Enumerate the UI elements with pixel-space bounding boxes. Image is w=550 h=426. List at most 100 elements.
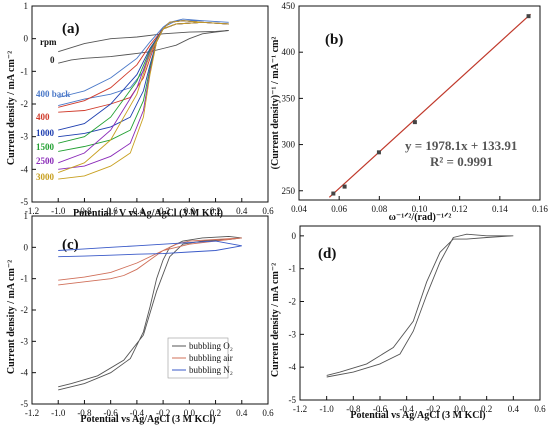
- panel-d-xtick-label: -0.2: [426, 404, 440, 414]
- panel-c-series-line-2: [58, 237, 242, 286]
- panel-d-xtick-label: -1.0: [320, 404, 335, 414]
- panel-a-curve-label: 400 back: [36, 89, 70, 99]
- panel-c-ytick-label: -2: [21, 305, 29, 315]
- panel-a-xtick-label: -0.6: [104, 206, 119, 216]
- panel-a-curve-label: 0: [50, 55, 55, 65]
- panel-b-xtick-label: 0.08: [371, 204, 387, 214]
- panel-c-ytick-label: -4: [21, 368, 29, 378]
- panel-a-ytick-label: -3: [21, 132, 29, 142]
- panel-b-data-point: [412, 120, 417, 125]
- panel-a-xtick-label: -1.0: [51, 206, 66, 216]
- panel-a-xtick-label: -0.8: [77, 206, 92, 216]
- panel-c-ytick-label: 0: [24, 242, 29, 252]
- panel-d-xtick-label: -0.4: [400, 404, 415, 414]
- panel-c-xlabel: Potential vs Ag/AgCl (3 M KCl): [80, 414, 215, 425]
- panel-a-xtick-label: -0.2: [156, 206, 170, 216]
- panel-b-xlabel: ω⁻¹ᐟ²/(rad)⁻¹ᐟ²: [389, 212, 452, 223]
- panel-d-label: (d): [318, 246, 336, 262]
- panel-b-label: (b): [325, 32, 343, 48]
- panel-a-xtick-label: -0.4: [130, 206, 145, 216]
- panel-d-xtick-label: 0.4: [508, 404, 520, 414]
- panel-a-legend-title: rpm: [40, 37, 57, 47]
- panel-a-ylabel: Current density / mA cm⁻²: [6, 51, 17, 165]
- panel-a: (a) Potential / V vs Ag/AgCl (3 M KCl) C…: [6, 1, 274, 219]
- panel-d-ytick-label: -3: [289, 329, 297, 339]
- panel-b-ytick-label: 250: [282, 186, 296, 196]
- panel-d-ytick-label: -2: [289, 297, 297, 307]
- panel-a-ytick-label: 1: [24, 1, 29, 11]
- panel-a-ytick-label: -2: [21, 99, 29, 109]
- panel-d-series-line-1: [326, 233, 514, 378]
- panel-c-ytick-label: 1: [24, 211, 29, 221]
- panel-b-ytick-label: 400: [282, 47, 296, 57]
- panel-a-curve-label: 400: [36, 112, 50, 122]
- panel-b-xtick-label: 0.12: [452, 204, 468, 214]
- panel-d-plot-frame: [299, 225, 541, 401]
- panel-b-ylabel: (Current density)⁻¹ / mA⁻¹ cm²: [270, 37, 281, 170]
- panel-b-data-point: [331, 191, 336, 196]
- panel-a-xtick-label: 0.4: [236, 206, 248, 216]
- panel-a-curve-label: 1000: [36, 128, 55, 138]
- panel-a-curve-label: 2500: [36, 156, 55, 166]
- panel-b-xtick-label: 0.06: [331, 204, 347, 214]
- panel-b-xtick-label: 0.14: [492, 204, 508, 214]
- panel-a-xtick-label: 0.6: [262, 206, 274, 216]
- panel-a-ytick-label: -5: [21, 197, 29, 207]
- panel-d-ytick-label: -4: [289, 362, 297, 372]
- panel-c-xtick-label: -0.2: [156, 408, 170, 418]
- panel-c-legend-label: bubbling O₂: [189, 341, 233, 351]
- panel-b-r-squared: R² = 0.9991: [430, 154, 493, 169]
- panel-a-series-line-7: [58, 20, 229, 180]
- panel-c-ylabel: Current density / mA cm⁻²: [6, 260, 17, 374]
- panel-c-xtick-label: 0.0: [184, 408, 196, 418]
- panel-c-legend: bubbling O₂ bubbling air bubbling N₂: [167, 337, 233, 379]
- panel-a-ytick-label: -1: [21, 66, 29, 76]
- panel-b-ytick-label: 300: [282, 140, 296, 150]
- panel-a-series-line-2: [58, 18, 229, 107]
- panel-d-ytick-label: 0: [292, 231, 297, 241]
- panel-b-xtick-label: 0.16: [532, 204, 548, 214]
- panel-a-xtick-label: -1.2: [25, 206, 39, 216]
- panel-a-curve-label: 1500: [36, 142, 55, 152]
- panel-c-xtick-label: -0.8: [77, 408, 92, 418]
- panel-c-xtick-label: -0.4: [130, 408, 145, 418]
- panel-b-data-point: [342, 184, 347, 189]
- panel-c-xtick-label: -1.2: [25, 408, 39, 418]
- panel-a-xtick-label: 0.0: [184, 206, 196, 216]
- panel-c-label: (c): [62, 237, 79, 253]
- panel-c-ytick-label: -3: [21, 336, 29, 346]
- panel-b-xtick-label: 0.10: [412, 204, 428, 214]
- panel-c-series-line-1: [58, 235, 242, 391]
- panel-c-ytick-label: -1: [21, 274, 29, 284]
- panel-d-xtick-label: -0.8: [346, 404, 361, 414]
- panel-c-ytick-label: -5: [21, 399, 29, 409]
- panel-d-xtick-label: 0.2: [481, 404, 492, 414]
- panel-c-xtick-label: 0.6: [262, 408, 274, 418]
- panel-a-series-line-4: [58, 20, 229, 138]
- panel-b-data-point: [376, 150, 381, 155]
- panel-c-xtick-label: -1.0: [51, 408, 66, 418]
- panel-c-xtick-label: -0.6: [104, 408, 119, 418]
- panel-b: (b) ω⁻¹ᐟ²/(rad)⁻¹ᐟ² (Current density)⁻¹ …: [270, 1, 548, 223]
- panel-a-curve-label: 3000: [36, 172, 55, 182]
- panel-a-ytick-label: -4: [21, 164, 29, 174]
- panel-b-ytick-label: 450: [282, 1, 296, 11]
- panel-c-xtick-label: 0.2: [210, 408, 221, 418]
- panel-a-ytick-label: 0: [24, 34, 29, 44]
- panel-b-fit-line: [328, 13, 531, 198]
- panel-d-xtick-label: 0.0: [454, 404, 466, 414]
- panel-b-xtick-label: 0.04: [291, 204, 307, 214]
- panel-c: (c) Potential vs Ag/AgCl (3 M KCl) Curre…: [6, 211, 274, 425]
- panel-d-xtick-label: -0.6: [373, 404, 388, 414]
- panel-d-ytick-label: -5: [289, 395, 297, 405]
- panel-d-xtick-label: -1.2: [293, 404, 307, 414]
- panel-a-xlabel: Potential / V vs Ag/AgCl (3 M KCl): [73, 208, 223, 219]
- panel-d-xtick-label: 0.6: [534, 404, 546, 414]
- panel-c-series-line-3: [58, 240, 242, 258]
- panel-c-legend-label: bubbling N₂: [189, 365, 233, 375]
- panel-a-label: (a): [62, 21, 80, 37]
- panel-d-ytick-label: -1: [289, 264, 297, 274]
- panel-d: (d) Potential vs Ag/AgCl (3 M KCl) Curre…: [270, 225, 546, 421]
- panel-b-equation: y = 1978.1x + 133.91: [405, 138, 517, 153]
